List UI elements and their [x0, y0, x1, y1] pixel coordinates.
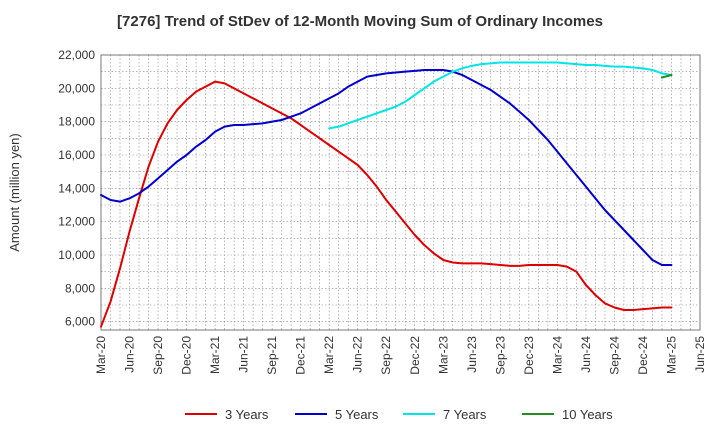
x-tick-label: Mar-21: [208, 336, 222, 374]
chart-title: [7276] Trend of StDev of 12-Month Moving…: [117, 13, 603, 30]
x-tick-label: Jun-23: [465, 336, 479, 373]
grid: [101, 54, 700, 330]
y-tick-label: 12,000: [58, 215, 95, 229]
y-tick-label: 16,000: [58, 148, 95, 162]
y-tick-label: 10,000: [58, 248, 95, 262]
x-tick-label: Mar-24: [550, 336, 564, 374]
x-tick-label: Dec-22: [408, 336, 422, 375]
legend-item-7-years: 7 Years: [403, 407, 487, 422]
x-tick-label: Dec-24: [636, 336, 650, 375]
legend-item-3-years: 3 Years: [185, 407, 269, 422]
x-tick-label: Jun-24: [579, 336, 593, 373]
y-tick-label: 22,000: [58, 48, 95, 62]
x-tick-label: Sep-21: [265, 336, 279, 375]
plot-frame: [100, 54, 701, 331]
series-line-5-years: [100, 69, 673, 266]
x-tick-label: Mar-20: [94, 336, 108, 374]
x-tick-label: Sep-22: [379, 336, 393, 375]
x-tick-label: Jun-22: [351, 336, 365, 373]
legend-label: 3 Years: [225, 407, 269, 422]
y-axis: 6,000 8,000 10,000 12,000 14,000 16,000 18,000…: [58, 48, 95, 329]
y-tick-label: 14,000: [58, 181, 95, 195]
x-tick-label: Jun-21: [237, 336, 251, 373]
series-line-10-years: [660, 74, 673, 79]
y-axis-label: Amount (million yen): [7, 133, 22, 252]
legend-label: 10 Years: [562, 407, 613, 422]
y-tick-label: 20,000: [58, 81, 95, 95]
legend-label: 7 Years: [443, 407, 487, 422]
legend-item-5-years: 5 Years: [295, 407, 379, 422]
x-tick-label: Dec-23: [522, 336, 536, 375]
x-tick-label: Mar-25: [664, 336, 678, 374]
x-tick-label: Jun-25: [693, 336, 707, 373]
x-tick-label: Dec-21: [294, 336, 308, 375]
x-tick-label: Dec-20: [180, 336, 194, 375]
x-tick-label: Mar-23: [436, 336, 450, 374]
x-tick-label: Sep-23: [493, 336, 507, 375]
y-tick-label: 18,000: [58, 115, 95, 129]
x-tick-label: Jun-20: [123, 336, 137, 373]
y-tick-label: 6,000: [65, 315, 95, 329]
x-tick-label: Mar-22: [322, 336, 336, 374]
x-tick-label: Sep-24: [607, 336, 621, 375]
series-line-7-years: [328, 61, 673, 130]
series-line-3-years: [100, 80, 673, 328]
legend-item-10-years: 10 Years: [522, 407, 613, 422]
series-layer: [100, 61, 673, 328]
y-tick-label: 8,000: [65, 281, 95, 295]
x-axis: Mar-20 Jun-20 Sep-20 Dec-20 Mar-21 Jun-21 Sep-…: [94, 336, 707, 375]
legend-label: 5 Years: [335, 407, 379, 422]
legend: 3 Years 5 Years 7 Years 10 Years: [185, 407, 613, 422]
x-tick-label: Sep-20: [151, 336, 165, 375]
